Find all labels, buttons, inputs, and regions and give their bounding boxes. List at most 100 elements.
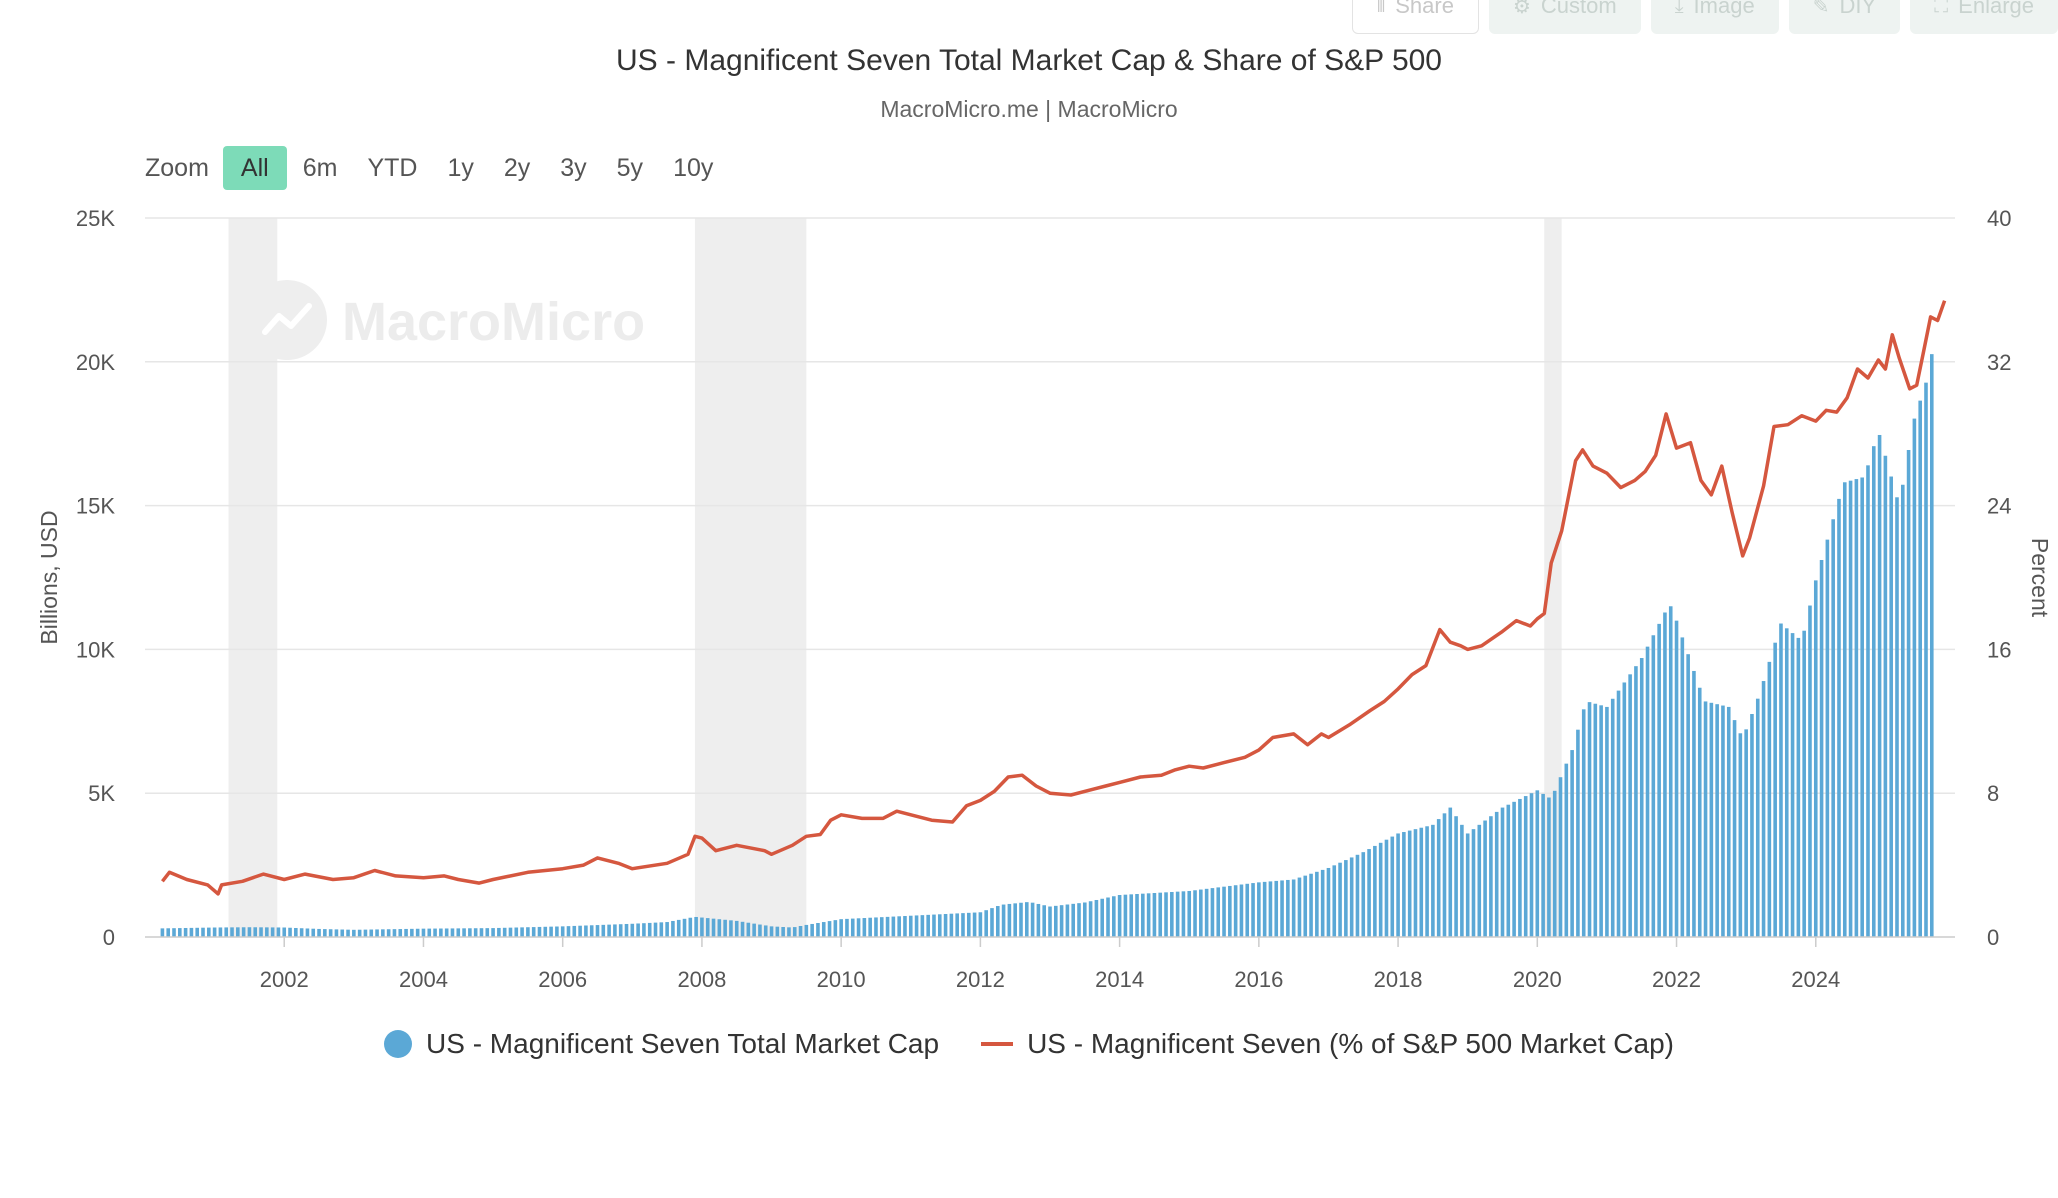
share-button[interactable]: ⫴ Share <box>1351 0 1479 34</box>
zoom-option-2y[interactable]: 2y <box>503 154 531 182</box>
image-button[interactable]: ⤓ Image <box>1650 0 1779 34</box>
bar-mark <box>787 927 791 937</box>
bar-mark <box>1465 833 1470 937</box>
x-axis-tick-label: 2018 <box>1374 967 1423 992</box>
bar-mark <box>1442 813 1447 937</box>
bar-mark <box>468 928 472 937</box>
custom-button[interactable]: ⚙ Custom <box>1488 0 1641 34</box>
bar-mark <box>618 924 623 937</box>
bar-mark <box>1721 705 1725 937</box>
bar-mark <box>421 928 426 937</box>
bar-mark <box>1918 400 1922 938</box>
bar-mark <box>1042 905 1046 937</box>
bar-mark <box>1755 698 1760 937</box>
bar-mark <box>1576 729 1580 937</box>
y2-axis-tick-label: 0 <box>1987 925 1999 950</box>
bar-mark <box>1802 630 1806 937</box>
bar-mark <box>1344 860 1348 937</box>
bar-mark <box>984 910 988 937</box>
bar-mark <box>990 908 994 937</box>
bar-mark <box>682 918 687 937</box>
bar-mark <box>1454 816 1458 937</box>
bar-mark <box>1407 830 1412 937</box>
diy-button[interactable]: ✎ DIY <box>1788 0 1901 34</box>
enlarge-button[interactable]: ⛶ Enlarge <box>1910 0 2058 34</box>
zoom-option-10y[interactable]: 10y <box>673 154 714 182</box>
bar-mark <box>1518 798 1522 937</box>
bar-mark <box>781 926 785 937</box>
bar-mark <box>560 926 565 937</box>
bar-mark <box>584 925 588 937</box>
bar-mark <box>462 928 466 937</box>
bar-mark <box>334 929 339 937</box>
bar-mark <box>1123 894 1128 937</box>
bar-mark <box>1193 890 1197 937</box>
bar-mark <box>804 924 809 937</box>
bar-mark <box>723 919 727 937</box>
bar-mark <box>1117 895 1122 937</box>
bar-mark <box>1523 796 1528 937</box>
bar-mark <box>792 927 797 937</box>
bar-mark <box>1489 816 1493 937</box>
bar-mark <box>1199 889 1203 937</box>
bar-mark <box>1906 449 1911 937</box>
zoom-option-6m[interactable]: 6m <box>302 154 338 182</box>
bar-mark <box>1384 839 1389 937</box>
legend-item-market-cap[interactable]: US - Magnificent Seven Total Market Cap <box>384 1028 939 1060</box>
bar-mark <box>1338 862 1342 937</box>
y2-axis-tick-label: 16 <box>1987 637 2011 662</box>
bar-mark <box>340 929 345 937</box>
bar-mark <box>543 926 548 937</box>
bar-mark <box>357 929 362 937</box>
bar-mark <box>839 919 843 937</box>
bar-mark <box>502 927 507 937</box>
bar-mark <box>1709 702 1714 937</box>
bar-mark <box>613 924 617 937</box>
legend-item-share[interactable]: US - Magnificent Seven (% of S&P 500 Mar… <box>981 1028 1674 1060</box>
bar-mark <box>607 924 611 937</box>
zoom-option-3y[interactable]: 3y <box>560 154 587 182</box>
bar-mark <box>1152 892 1157 937</box>
bar-mark <box>1529 793 1534 937</box>
bar-mark <box>1541 793 1545 937</box>
bar-mark <box>1744 729 1748 937</box>
bar-mark <box>526 927 530 937</box>
zoom-option-1y[interactable]: 1y <box>447 154 474 182</box>
bar-mark <box>1239 884 1244 937</box>
bar-mark <box>265 927 269 937</box>
bar-mark <box>1703 701 1708 937</box>
bar-mark <box>328 929 333 937</box>
bar-mark <box>1697 687 1702 937</box>
bar-mark <box>1094 899 1099 937</box>
bar-mark <box>729 920 733 937</box>
image-label: Image <box>1693 0 1755 18</box>
chart-subtitle: MacroMicro.me | MacroMicro <box>880 96 1178 122</box>
bar-mark <box>531 927 536 937</box>
bar-mark <box>230 927 234 937</box>
bar-mark <box>1808 605 1812 937</box>
bar-mark <box>856 918 861 937</box>
bar-mark <box>1309 873 1313 937</box>
bar-mark <box>1645 646 1650 937</box>
bar-mark <box>1083 902 1087 937</box>
bar-mark <box>1274 880 1279 937</box>
bar-mark <box>1257 882 1261 937</box>
bar-mark <box>1059 905 1064 937</box>
chart-title: US - Magnificent Seven Total Market Cap … <box>616 44 1442 77</box>
bar-mark <box>1634 666 1638 937</box>
bar-mark <box>253 927 258 937</box>
zoom-option-all[interactable]: All <box>222 146 287 190</box>
bar-mark <box>439 928 443 937</box>
bar-mark <box>514 927 519 937</box>
bar-mark <box>868 917 872 937</box>
bar-mark <box>305 928 310 937</box>
bar-mark <box>624 923 629 937</box>
zoom-option-5y[interactable]: 5y <box>616 154 644 182</box>
bar-mark <box>1448 807 1453 937</box>
bar-mark <box>1233 885 1238 937</box>
zoom-option-ytd[interactable]: YTD <box>367 154 418 182</box>
bar-mark <box>601 924 606 937</box>
bar-mark <box>479 928 484 937</box>
bar-mark <box>160 928 165 937</box>
